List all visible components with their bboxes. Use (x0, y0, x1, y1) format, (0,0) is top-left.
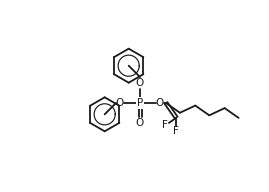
Text: P: P (137, 98, 143, 108)
Text: O: O (116, 98, 124, 108)
Text: O: O (136, 78, 144, 88)
Text: F: F (174, 126, 179, 136)
Text: O: O (156, 98, 164, 108)
Text: O: O (136, 118, 144, 128)
Text: F: F (162, 120, 168, 130)
